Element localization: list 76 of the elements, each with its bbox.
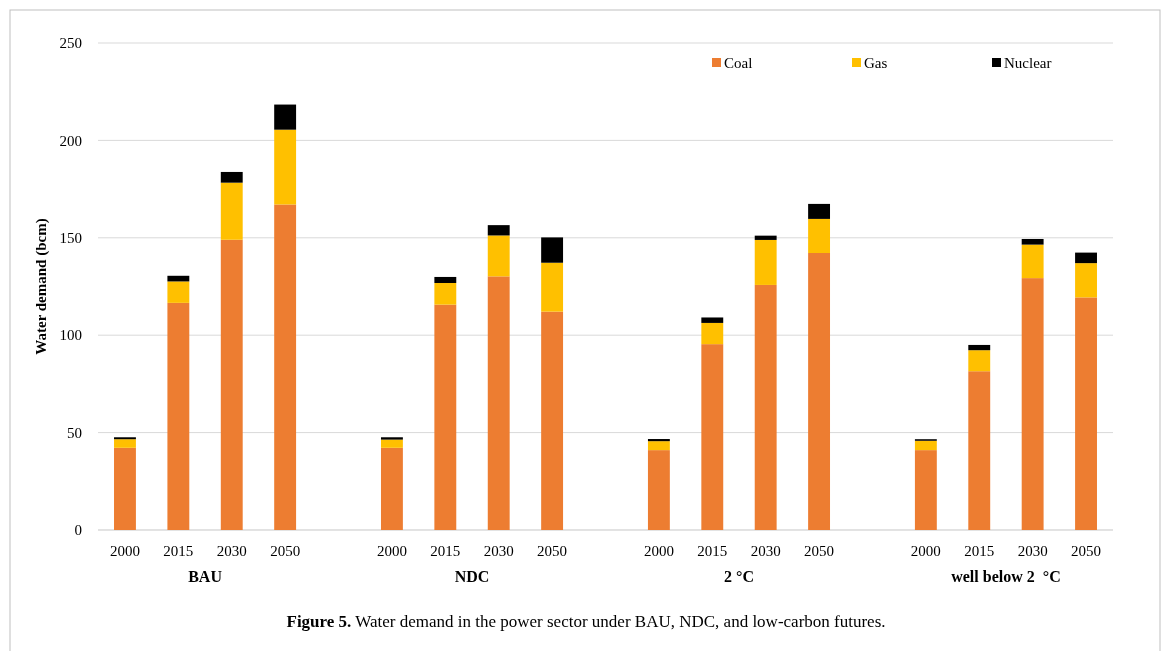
x-tick-label: 2030 xyxy=(483,543,514,559)
x-tick-label: 2000 xyxy=(643,543,674,559)
text: 2 °C xyxy=(724,568,754,585)
x-tick-label: 2015 xyxy=(697,543,728,559)
bar xyxy=(808,203,831,219)
bar xyxy=(380,437,403,440)
bar xyxy=(647,450,670,530)
legend-label: Nuclear xyxy=(1004,55,1052,72)
x-tick-label: 2050 xyxy=(1071,543,1102,559)
x-tick-label: 2015 xyxy=(163,543,194,559)
x-tick-label: 2000 xyxy=(910,543,941,559)
bar xyxy=(701,317,724,323)
y-axis-title: Water demand (bcm) xyxy=(33,218,50,355)
caption: Figure 5. Water demand in the power sector under BAU, NDC, and low-carbon futures. xyxy=(286,612,886,631)
bar xyxy=(274,104,297,130)
legend-label: Coal xyxy=(724,55,753,72)
bar xyxy=(274,129,297,205)
x-tick-label: 2050 xyxy=(270,543,301,559)
bar xyxy=(380,439,403,448)
bar xyxy=(914,450,937,530)
bar xyxy=(754,239,777,285)
y-tick-label: 250 xyxy=(59,35,82,52)
bar xyxy=(701,344,724,530)
x-tick-label: 2015 xyxy=(430,543,461,559)
x-tick-label: 2050 xyxy=(537,543,568,559)
y-tick-label: 50 xyxy=(67,424,82,441)
bar xyxy=(220,171,243,183)
bar xyxy=(1075,263,1097,298)
bar xyxy=(1021,278,1044,530)
y-tick-label: 100 xyxy=(59,327,82,344)
bar xyxy=(968,371,991,530)
bar xyxy=(114,447,136,530)
bar xyxy=(487,225,510,236)
bar xyxy=(808,252,831,530)
y-tick-label: 150 xyxy=(59,230,82,247)
bar xyxy=(1075,297,1097,530)
bar xyxy=(434,282,457,305)
bar xyxy=(1021,238,1044,245)
bar xyxy=(968,344,991,351)
bar xyxy=(541,237,564,263)
bar xyxy=(434,276,457,283)
x-tick-label: 2030 xyxy=(216,543,247,559)
bar xyxy=(914,440,937,451)
y-tick-label: 200 xyxy=(59,132,82,149)
bar xyxy=(1075,252,1097,264)
legend-label: Gas xyxy=(864,55,888,72)
bar xyxy=(647,441,670,451)
bar xyxy=(968,350,991,372)
bar xyxy=(114,439,136,448)
text: NDC xyxy=(454,568,490,585)
y-tick-label: 0 xyxy=(74,522,82,539)
bar xyxy=(541,311,564,530)
x-tick-label: 2030 xyxy=(1017,543,1048,559)
bar xyxy=(541,262,564,312)
bar xyxy=(167,302,190,530)
bar xyxy=(274,204,297,530)
x-tick-label: 2030 xyxy=(750,543,781,559)
x-tick-label: 2050 xyxy=(804,543,835,559)
bar xyxy=(647,439,670,442)
bar xyxy=(754,235,777,240)
bar xyxy=(434,304,457,530)
bar xyxy=(220,182,243,240)
bar xyxy=(1021,244,1044,279)
text: well below 2 °C xyxy=(951,568,1061,585)
bar xyxy=(167,281,190,303)
x-tick-label: 2000 xyxy=(109,543,140,559)
bar xyxy=(808,218,831,253)
bar xyxy=(487,276,510,530)
bar xyxy=(487,235,510,277)
bar xyxy=(701,322,724,345)
bar xyxy=(754,284,777,530)
x-tick-label: 2015 xyxy=(964,543,995,559)
bar xyxy=(220,239,243,530)
bar xyxy=(380,447,403,530)
x-tick-label: 2000 xyxy=(376,543,407,559)
text: BAU xyxy=(188,568,223,585)
